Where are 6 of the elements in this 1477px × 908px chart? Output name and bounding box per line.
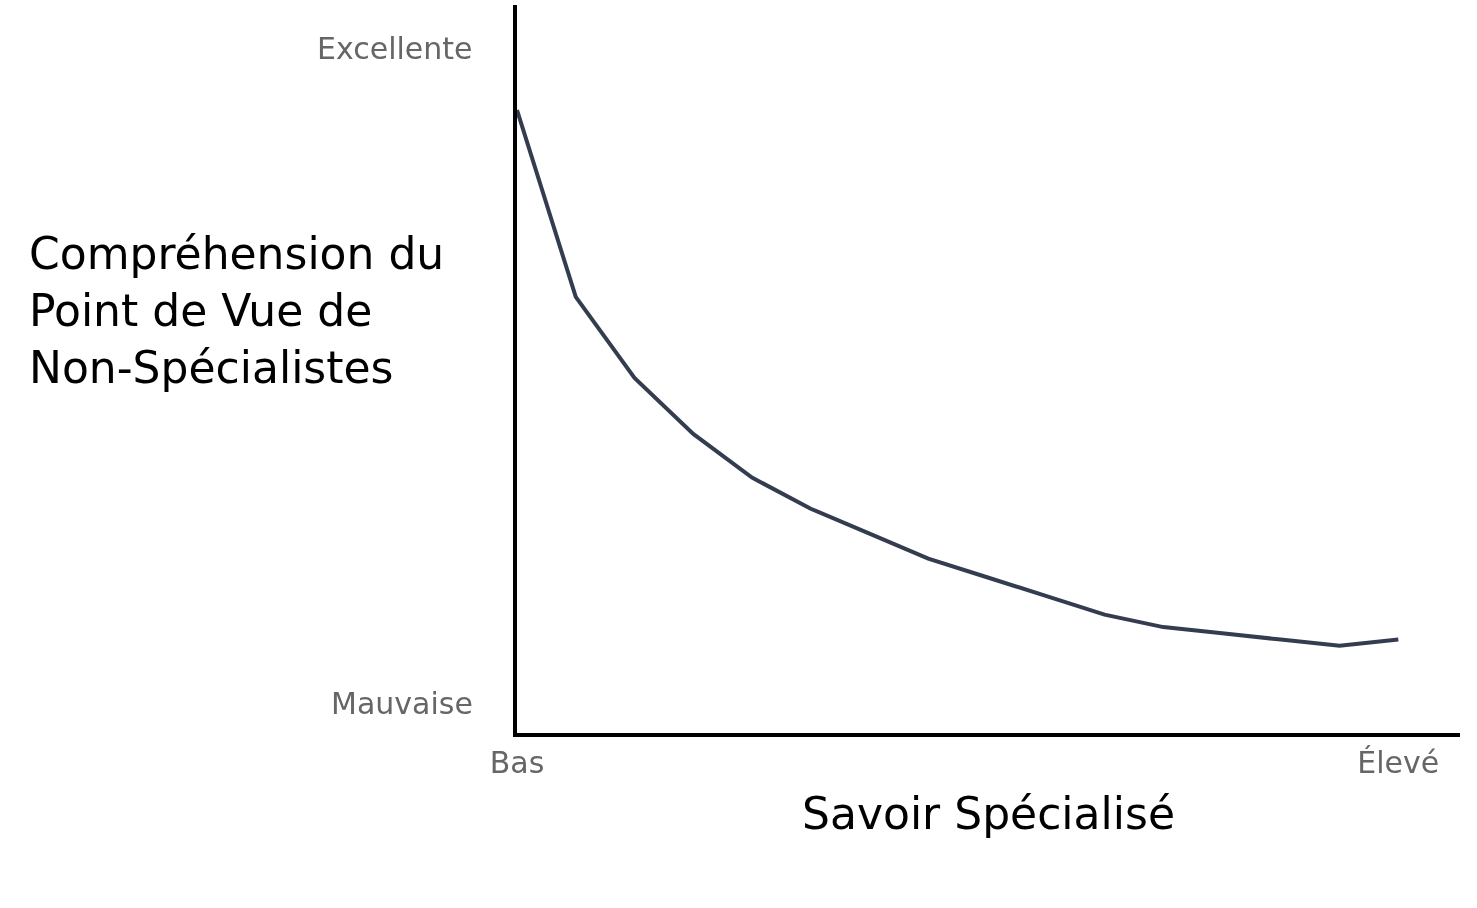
text: Mauvaise xyxy=(331,686,473,721)
x-axis-title: Savoir Spécialisé xyxy=(802,787,1175,839)
y-axis-title: Compréhension du Point de Vue de Non-Spécialistes xyxy=(29,228,445,394)
x-tick-label: Élevé xyxy=(1357,745,1440,780)
x-tick-label: Bas xyxy=(489,745,545,780)
text: Excellente xyxy=(317,31,473,66)
